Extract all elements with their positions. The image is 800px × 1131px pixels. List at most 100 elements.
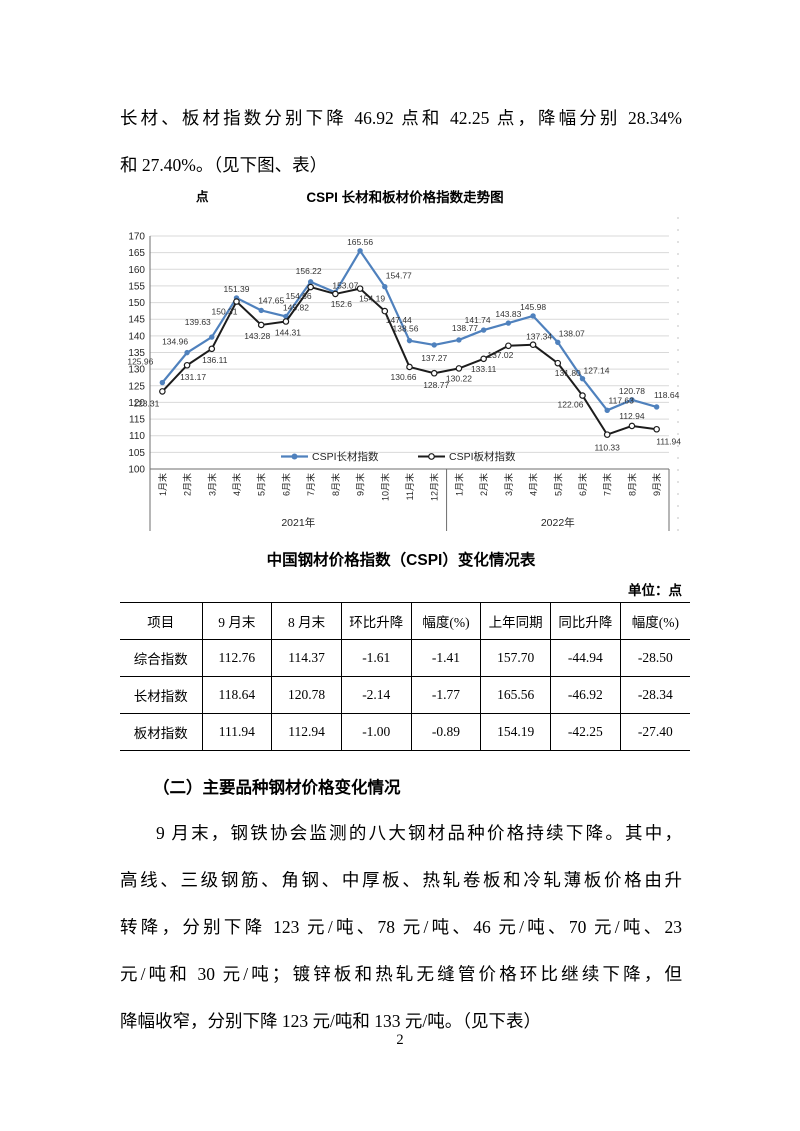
svg-text:3月末: 3月末 [206,473,217,496]
svg-text:137.27: 137.27 [421,353,447,363]
data-point-marker [208,345,216,353]
svg-text:105: 105 [128,448,145,459]
data-point-marker [258,307,264,314]
svg-text:136.11: 136.11 [202,355,228,365]
table-cell: -28.50 [619,639,690,677]
svg-text:4月末: 4月末 [528,473,539,496]
svg-text:111.94: 111.94 [656,436,681,446]
svg-text:7月末: 7月末 [602,473,613,496]
table-row: 长材指数 118.64 120.78 -2.14 -1.77 165.56 -46.92 -2… [120,676,690,714]
svg-text:154.19: 154.19 [359,294,385,304]
table-row: 板材指数 111.94 112.94 -1.00 -0.89 154.19 -42.25 -2… [120,713,690,751]
chart-title: CSPI 长材和板材价格指数走势图 [306,190,504,205]
data-point-marker [480,327,487,333]
data-point-marker [357,248,363,254]
data-point-marker [579,392,586,399]
svg-text:6月末: 6月末 [577,473,588,496]
svg-text:115: 115 [129,415,145,426]
svg-text:10月末: 10月末 [379,473,390,501]
data-point-marker [628,422,636,430]
svg-text:151.39: 151.39 [224,284,250,294]
data-point-marker [209,334,215,340]
data-point-marker [159,388,166,395]
svg-text:127.14: 127.14 [584,366,610,376]
data-point-marker [381,307,389,315]
data-point-marker [629,397,635,403]
table-cell: -28.34 [619,676,690,714]
svg-text:145: 145 [128,315,145,326]
data-point-marker [554,359,562,367]
svg-text:152.6: 152.6 [331,299,353,309]
table-cell: -46.92 [550,676,621,714]
data-point-marker [555,339,561,345]
table-header-cell: 项目 [120,602,202,640]
table-cell: 111.94 [201,713,272,751]
data-point-marker [455,365,463,372]
data-point-marker [233,298,240,305]
data-point-marker [406,337,413,344]
body-line-1: 9 月末，钢铁协会监测的八大钢材品种价格持续下降。其中， [156,823,682,843]
svg-text:122.06: 122.06 [558,400,584,410]
table-unit-label: 单位：点 [628,583,682,598]
legend-marker-changcai [291,453,298,460]
body-line-3: 转降，分别下降 123 元/吨、78 元/吨、46 元/吨、70 元/吨、23 [120,917,682,937]
table-cell: -42.25 [550,713,621,751]
table-cell: -0.89 [410,713,481,751]
svg-text:100: 100 [128,465,145,476]
table-cell: 165.56 [480,676,551,714]
svg-text:144.31: 144.31 [275,328,301,338]
svg-text:138.07: 138.07 [559,328,585,338]
table-cell: -1.61 [340,639,412,677]
table-row-label: 板材指数 [120,713,202,751]
data-point-marker [529,341,537,349]
intro-paragraph: 长材、板材指数分别下降 46.92 点和 42.25 点，降幅分别 28.34%… [120,95,682,189]
body-line-2: 高线、三级钢筋、角钢、中厚板、热轧卷板和冷轧薄板价格由升 [120,870,682,890]
section-heading: （二）主要品种钢材价格变化情况 [153,778,401,797]
intro-line-1: 长材、板材指数分别下降 46.92 点和 42.25 点，降幅分别 28.34% [120,108,682,128]
table-cell: 114.37 [271,639,342,677]
svg-text:170: 170 [128,232,145,243]
year-group-axis: 2021年 2022年 [149,469,670,531]
svg-text:5月末: 5月末 [552,473,563,496]
chart-unit-label: 点 [196,190,209,204]
svg-text:143.83: 143.83 [495,309,521,319]
svg-text:130.22: 130.22 [446,373,472,383]
table-header-cell: 8 月末 [271,602,342,640]
svg-text:6月末: 6月末 [280,473,291,496]
x-axis-labels: 1月末 2月末 3月末 4月末 5月末 6月末 7月末 8月末 9月末 10月末 11月末 12月末 1… [157,473,662,501]
svg-text:140: 140 [128,331,145,342]
cspi-table: 项目 9 月末 8 月末 环比升降 幅度(%) 上年同期 同比升降 幅度(%) 综合指数 112… [120,602,690,751]
svg-text:128.77: 128.77 [423,380,449,390]
svg-text:139.63: 139.63 [185,317,211,327]
table-cell: -44.94 [550,639,621,677]
table-cell: -2.14 [340,676,412,714]
table-title: 中国钢材价格指数（CSPI）变化情况表 [266,552,536,569]
svg-text:137.34: 137.34 [526,332,552,342]
svg-text:3月末: 3月末 [503,473,514,496]
svg-text:1月末: 1月末 [453,473,464,496]
table-header-cell: 幅度(%) [410,602,481,640]
data-point-marker [505,342,512,350]
data-point-marker [382,283,388,290]
legend-label-bancai: CSPI板材指数 [449,450,516,463]
table-cell: 112.76 [201,639,272,677]
chart-header: 点 CSPI 长材和板材价格指数走势图 [118,183,692,209]
data-point-marker [653,425,660,433]
svg-text:8月末: 8月末 [330,473,341,496]
data-point-marker [431,342,437,348]
legend-label-changcai: CSPI长材指数 [312,450,379,463]
data-point-marker [183,361,191,369]
table-head: 项目 9 月末 8 月末 环比升降 幅度(%) 上年同期 同比升降 幅度(%) [120,602,690,640]
svg-text:130: 130 [128,365,145,376]
body-paragraph: 9 月末，钢铁协会监测的八大钢材品种价格持续下降。其中， 高线、三级钢筋、角钢、中… [120,810,682,1045]
table-header-cell: 同比升降 [550,602,621,640]
legend-marker-bancai [428,453,435,460]
table-cell: 154.19 [480,713,551,751]
axes [149,236,669,470]
table-cell: 157.70 [480,639,551,677]
svg-text:145.98: 145.98 [520,302,546,312]
data-point-marker [282,318,290,325]
svg-text:130.66: 130.66 [391,372,417,382]
svg-text:110: 110 [129,431,145,442]
